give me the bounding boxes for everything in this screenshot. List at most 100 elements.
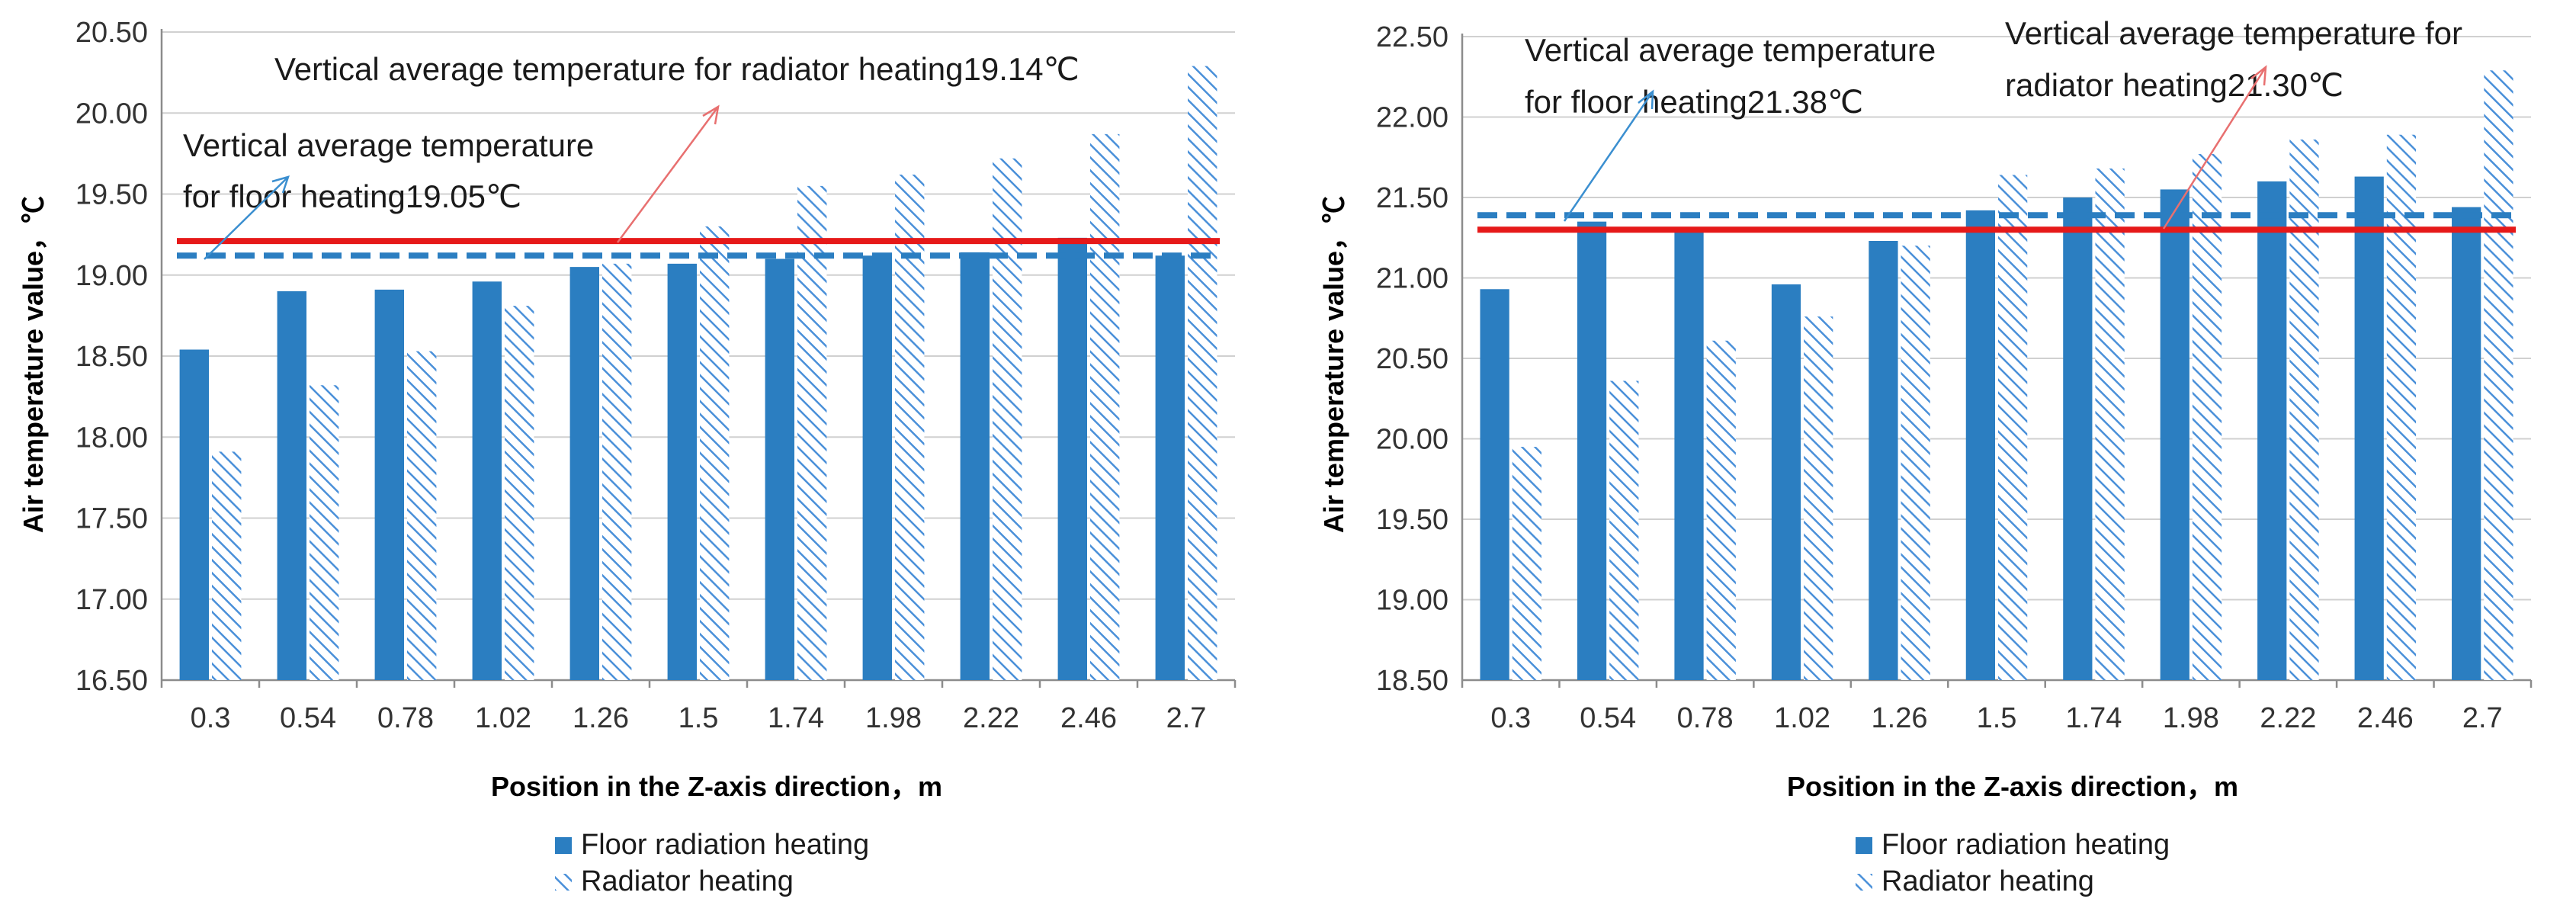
chart-1-annotation-floor-line1: Vertical average temperature <box>183 127 594 163</box>
chart-2-bar-radiator-1.74 <box>2095 169 2125 680</box>
chart-2-bar-radiator-1.98 <box>2192 154 2222 680</box>
chart-2-arrow-floor <box>1563 91 1654 222</box>
chart-1-x-tick-label: 2.22 <box>963 702 1019 734</box>
chart-1-legend-floor: Floor radiation heating <box>581 829 869 861</box>
chart-2-y-tick-label: 21.50 <box>1376 182 1448 214</box>
chart-2-x-tick-label: 2.46 <box>2357 702 2414 734</box>
chart-1-y-tick-label: 18.00 <box>75 422 148 454</box>
chart-1-legend-radiator: Radiator heating <box>581 865 794 897</box>
chart-2-bar-floor-0.54 <box>1577 221 1607 680</box>
chart-1-bar-floor-1.5 <box>667 263 697 680</box>
chart-1-x-tick-label: 1.5 <box>678 702 719 734</box>
chart-1-y-tick-label: 20.50 <box>75 17 148 49</box>
chart-2-bar-floor-1.74 <box>2063 197 2093 680</box>
chart-2-arrowhead-radiator <box>2250 65 2267 86</box>
chart-2-y-tick-label: 18.50 <box>1376 665 1448 697</box>
chart-1-arrowhead-radiator <box>702 104 720 125</box>
chart-2-y-tick-label: 20.00 <box>1376 424 1448 456</box>
chart-1-bar-radiator-0.54 <box>310 385 339 680</box>
chart-2-x-tick-label: 1.74 <box>2065 702 2122 734</box>
chart-2-bar-radiator-0.3 <box>1512 447 1541 680</box>
chart-1-bar-radiator-2.7 <box>1188 66 1217 680</box>
chart-1-y-tick-label: 19.00 <box>75 260 148 292</box>
chart-2-bar-floor-2.46 <box>2354 176 2384 680</box>
chart-2-y-tick-label: 22.50 <box>1376 21 1448 53</box>
chart-2-bar-floor-0.78 <box>1674 228 1704 681</box>
chart-1: 16.50 17.00 17.50 18.00 18.50 19.00 19.50 20.00… <box>18 17 1237 897</box>
chart-2-y-axis-title: Air temperature value，℃ <box>1318 196 1349 533</box>
chart-1-bar-radiator-2.22 <box>993 158 1022 680</box>
chart-1-x-axis-title: Position in the Z-axis direction，m <box>491 771 942 802</box>
chart-1-x-tick-label: 2.46 <box>1060 702 1117 734</box>
chart-2-x-tick-label: 1.98 <box>2163 702 2219 734</box>
chart-2-bar-radiator-2.46 <box>2386 134 2417 680</box>
chart-1-bar-radiator-1.74 <box>797 185 827 680</box>
chart-2-bar-radiator-0.54 <box>1609 380 1639 680</box>
chart-2-bar-floor-2.22 <box>2257 181 2287 680</box>
chart-2-bar-floor-2.7 <box>2452 207 2481 680</box>
chart-2-bar-radiator-2.7 <box>2484 70 2513 680</box>
chart-1-y-axis-title: Air temperature value，℃ <box>18 196 49 533</box>
chart-2-annotation-floor-line1: Vertical average temperature <box>1525 32 1936 68</box>
chart-1-bar-radiator-1.26 <box>602 263 632 680</box>
chart-2-bar-radiator-2.22 <box>2289 140 2319 681</box>
chart-1-bar-floor-1.98 <box>862 255 892 680</box>
chart-2-x-tick-label: 0.78 <box>1677 702 1734 734</box>
chart-2-legend-swatch-radiator <box>1856 874 1872 891</box>
chart-1-bar-floor-0.78 <box>374 289 404 680</box>
chart-2-legend: Floor radiation heating Radiator heating <box>1856 829 2170 897</box>
chart-1-x-tick-label: 1.26 <box>573 702 629 734</box>
chart-1-y-tick-label: 19.50 <box>75 179 148 211</box>
chart-2-y-tick-label: 19.50 <box>1376 504 1448 536</box>
chart-1-x-tick-label: 0.3 <box>191 702 231 734</box>
chart-2: 18.50 19.00 19.50 20.00 20.50 21.00 21.50 22.00… <box>1318 15 2533 897</box>
chart-2-annotation-radiator-line1: Vertical average temperature for <box>2005 15 2462 51</box>
chart-1-x-tick-label: 1.98 <box>865 702 922 734</box>
chart-2-x-tick-label: 1.5 <box>1977 702 2017 734</box>
chart-2-bar-radiator-0.78 <box>1706 340 1736 680</box>
chart-1-bar-floor-1.74 <box>765 258 794 680</box>
chart-2-bar-radiator-1.5 <box>1998 175 2028 680</box>
chart-2-bar-radiator-1.26 <box>1901 246 1930 680</box>
chart-1-bar-floor-2.46 <box>1057 237 1087 680</box>
chart-2-legend-swatch-floor <box>1856 837 1872 854</box>
chart-2-x-tick-label: 2.22 <box>2260 702 2316 734</box>
chart-1-bar-radiator-0.3 <box>212 451 242 680</box>
chart-2-bar-floor-0.3 <box>1480 289 1509 680</box>
chart-1-annotation-radiator: Vertical average temperature for radiato… <box>274 51 1079 87</box>
chart-2-annotation-radiator-line2: radiator heating21.30℃ <box>2005 67 2343 103</box>
chart-2-arrowhead-floor <box>1638 89 1654 110</box>
chart-1-y-tick-label: 17.50 <box>75 503 148 535</box>
chart-1-y-tick-label: 18.50 <box>75 341 148 373</box>
chart-1-arrowhead-floor <box>271 175 290 194</box>
chart-1-y-tick-label: 17.00 <box>75 584 148 616</box>
chart-2-x-tick-label: 0.54 <box>1580 702 1636 734</box>
chart-1-x-tick-label: 0.78 <box>377 702 434 734</box>
chart-2-legend-radiator: Radiator heating <box>1881 865 2094 897</box>
chart-1-bar-radiator-1.02 <box>505 306 534 680</box>
chart-1-legend-swatch-floor <box>555 837 572 854</box>
chart-1-annotation-floor-line2: for floor heating19.05℃ <box>183 178 521 214</box>
chart-1-bar-floor-0.54 <box>277 291 306 680</box>
chart-2-bar-floor-1.26 <box>1869 240 1898 681</box>
chart-1-legend: Floor radiation heating Radiator heating <box>555 829 869 897</box>
chart-2-y-tick-label: 19.00 <box>1376 585 1448 617</box>
chart-2-y-tick-label: 22.00 <box>1376 102 1448 134</box>
chart-2-x-tick-label: 1.02 <box>1774 702 1830 734</box>
chart-1-bar-radiator-1.5 <box>700 226 730 680</box>
chart-1-bar-floor-2.7 <box>1155 255 1185 680</box>
chart-2-annotation-floor-line2: for floor heating21.38℃ <box>1525 84 1863 120</box>
chart-1-x-tick-label: 0.54 <box>280 702 336 734</box>
chart-2-x-tick-label: 0.3 <box>1490 702 1531 734</box>
chart-2-bar-floor-1.02 <box>1771 284 1801 680</box>
chart-1-x-tick-label: 1.02 <box>475 702 531 734</box>
chart-1-y-tick-label: 16.50 <box>75 665 148 697</box>
chart-1-bar-floor-1.26 <box>569 267 599 680</box>
chart-2-x-tick-label: 1.26 <box>1872 702 1928 734</box>
chart-1-arrow-floor <box>204 176 289 260</box>
chart-1-bar-floor-0.3 <box>179 349 209 680</box>
chart-1-arrow-radiator <box>616 106 720 243</box>
chart-1-bar-radiator-1.98 <box>895 175 925 680</box>
chart-2-bar-floor-1.5 <box>1965 210 1995 680</box>
